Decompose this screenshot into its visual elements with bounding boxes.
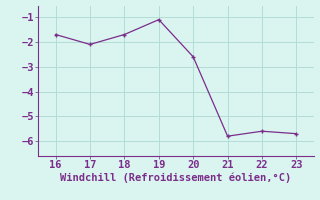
X-axis label: Windchill (Refroidissement éolien,°C): Windchill (Refroidissement éolien,°C) xyxy=(60,173,292,183)
